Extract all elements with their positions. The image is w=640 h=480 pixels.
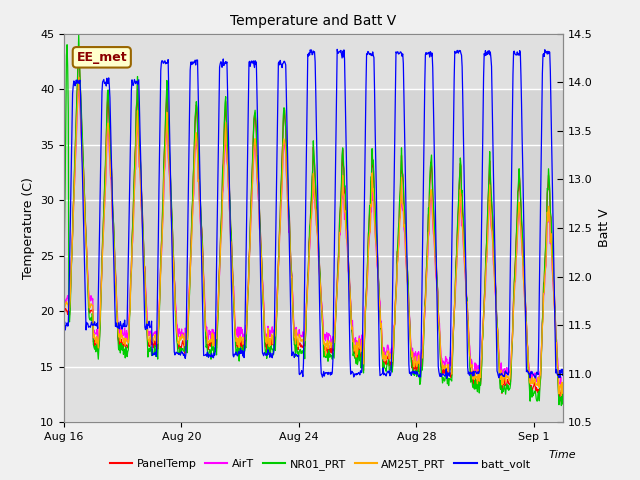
Y-axis label: Batt V: Batt V [598,209,611,247]
Title: Temperature and Batt V: Temperature and Batt V [230,14,397,28]
Text: EE_met: EE_met [77,51,127,64]
Legend: PanelTemp, AirT, NR01_PRT, AM25T_PRT, batt_volt: PanelTemp, AirT, NR01_PRT, AM25T_PRT, ba… [106,455,534,474]
Text: Time: Time [548,450,576,460]
Bar [64,89,563,200]
Y-axis label: Temperature (C): Temperature (C) [22,177,35,279]
Bar [64,200,563,312]
